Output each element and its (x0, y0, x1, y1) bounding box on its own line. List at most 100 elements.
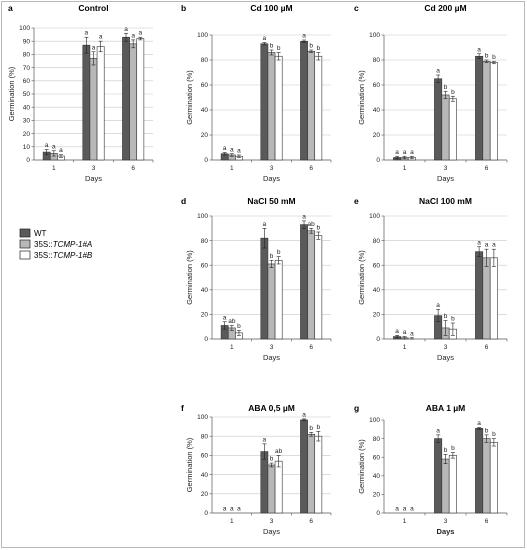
panel-a-title: Control (78, 3, 108, 13)
panel-d-y-tick-label: 40 (201, 287, 209, 294)
panel-c-bar-series1-day6 (475, 55, 484, 161)
panel-e-y-tick-label: 0 (376, 336, 380, 343)
panel-g-significance-letter: b (444, 447, 448, 454)
panel-g-letter: g (354, 403, 359, 413)
panel-e-letter: e (354, 196, 359, 206)
panel-f-significance-letter: a (263, 436, 267, 443)
panel-b-y-tick-label: 20 (201, 132, 209, 139)
panel-a-y-tick-label: 90 (23, 38, 31, 45)
panel-e-significance-letter: b (444, 313, 448, 320)
panel-d-significance-letter: ab (308, 221, 316, 228)
panel-g-y-tick-label: 40 (373, 473, 381, 480)
panel-c-x-tick-label: 6 (485, 165, 489, 172)
panel-a-significance-letter: a (45, 142, 49, 149)
panel-b-bar-series1-day3 (260, 43, 269, 161)
panel-a-bar-series2-day3 (89, 58, 98, 161)
panel-b-y-tick-label: 80 (201, 57, 209, 64)
panel-b-y-tick-label: 0 (204, 157, 208, 164)
panel-a-y-tick-label: 60 (23, 78, 31, 85)
panel-c-significance-letter: a (395, 149, 399, 156)
panel-e-title: NaCl 100 mM (419, 196, 472, 206)
panel-b-bar-series2-day3 (267, 52, 276, 161)
panel-c-significance-letter: a (410, 149, 414, 156)
panel-c-y-axis-title: Germination (%) (357, 70, 366, 125)
panel-g-x-tick-label: 6 (485, 518, 489, 525)
panel-a-significance-letter: a (131, 32, 135, 39)
panel-f-significance-letter: a (302, 411, 306, 418)
panel-g-bar-series2-day3 (441, 458, 450, 514)
legend-swatch-1 (19, 228, 31, 238)
panel-b-significance-letter: b (277, 45, 281, 52)
panel-a-y-tick-label: 10 (23, 144, 31, 151)
panel-d-y-axis-title: Germination (%) (185, 250, 194, 305)
panel-e-y-axis-title: Germination (%) (357, 250, 366, 305)
panel-b-bar-series3-day6 (314, 55, 323, 161)
panel-f-significance-letter: a (230, 506, 234, 513)
panel-a-bar-series2-day6 (129, 43, 138, 161)
panel-a-x-tick-label: 1 (52, 165, 56, 172)
panel-f-y-tick-label: 0 (204, 510, 208, 517)
panel-g-y-tick-label: 100 (369, 417, 380, 424)
panel-e-x-tick-label: 1 (403, 344, 407, 351)
panel-f-significance-letter: b (316, 424, 320, 431)
legend-swatch-3 (19, 250, 31, 260)
panel-g-significance-letter: a (436, 427, 440, 434)
panel-c-y-tick-label: 80 (373, 57, 381, 64)
panel-g-bar-series3-day3 (448, 455, 457, 514)
legend-label-2: 35S::TCMP-1#A (34, 240, 92, 249)
panel-c-significance-letter: b (444, 84, 448, 91)
panel-f-significance-letter: a (223, 506, 227, 513)
panel-c-significance-letter: a (477, 46, 481, 53)
panel-f-y-tick-label: 60 (201, 453, 209, 460)
panel-d-x-tick-label: 1 (230, 344, 234, 351)
panel-f-x-axis-title: Days (263, 527, 280, 536)
panel-d-y-tick-label: 60 (201, 262, 209, 269)
panel-c-significance-letter: a (436, 68, 440, 75)
panel-c-bar-series3-day6 (489, 62, 498, 161)
panel-f-title: ABA 0,5 µM (248, 403, 295, 413)
panel-d-significance-letter: b (316, 224, 320, 231)
panel-d-significance-letter: b (270, 253, 274, 260)
panel-c-y-tick-label: 100 (369, 32, 380, 39)
panel-g-significance-letter: a (395, 506, 399, 513)
panel-f-y-tick-label: 80 (201, 433, 209, 440)
panel-d-significance-letter: ab (228, 318, 236, 325)
panel-a-y-tick-label: 50 (23, 91, 31, 98)
panel-c-title: Cd 200 µM (424, 3, 466, 13)
panel-g-significance-letter: b (451, 445, 455, 452)
panel-b-significance-letter: a (223, 145, 227, 152)
panel-e-y-tick-label: 20 (373, 312, 381, 319)
legend-label-1: WT (34, 229, 47, 238)
panel-e-y-tick-label: 40 (373, 287, 381, 294)
panel-f-bar-series2-day6 (307, 433, 316, 514)
panel-b-significance-letter: a (302, 33, 306, 40)
panel-a-significance-letter: a (138, 30, 142, 37)
panel-g-bar-series1-day3 (434, 438, 443, 514)
panel-f-y-tick-label: 20 (201, 491, 209, 498)
panel-e-x-tick-label: 6 (485, 344, 489, 351)
panel-e-bar-series1-day6 (475, 251, 484, 340)
panel-b-title: Cd 100 µM (250, 3, 292, 13)
panel-c-significance-letter: b (485, 53, 489, 60)
panel-c-bar-series1-day3 (434, 78, 443, 161)
panel-f-bar-series1-day6 (300, 419, 308, 514)
panel-e-y-tick-label: 60 (373, 262, 381, 269)
panel-a-y-axis-title: Germination (%) (7, 66, 16, 121)
panel-f-bar-series2-day3 (267, 464, 276, 514)
panel-b-significance-letter: a (237, 148, 241, 155)
panel-a-y-tick-label: 0 (26, 157, 30, 164)
panel-d-significance-letter: a (263, 221, 267, 228)
panel-a-y-tick-label: 20 (23, 131, 31, 138)
panel-d-bar-series2-day6 (307, 230, 316, 340)
panel-a-y-tick-label: 40 (23, 104, 31, 111)
panel-a-x-tick-label: 3 (92, 165, 96, 172)
panel-g-bar-series3-day6 (489, 442, 498, 514)
panel-g-x-tick-label: 3 (444, 518, 448, 525)
panel-g-y-axis-title: Germination (%) (357, 439, 366, 494)
panel-d-x-tick-label: 6 (309, 344, 313, 351)
panel-e-bar-series3-day6 (489, 257, 498, 340)
panel-b-x-tick-label: 6 (309, 165, 313, 172)
panel-d-bar-series3-day3 (274, 259, 283, 340)
panel-e-significance-letter: a (477, 239, 481, 246)
